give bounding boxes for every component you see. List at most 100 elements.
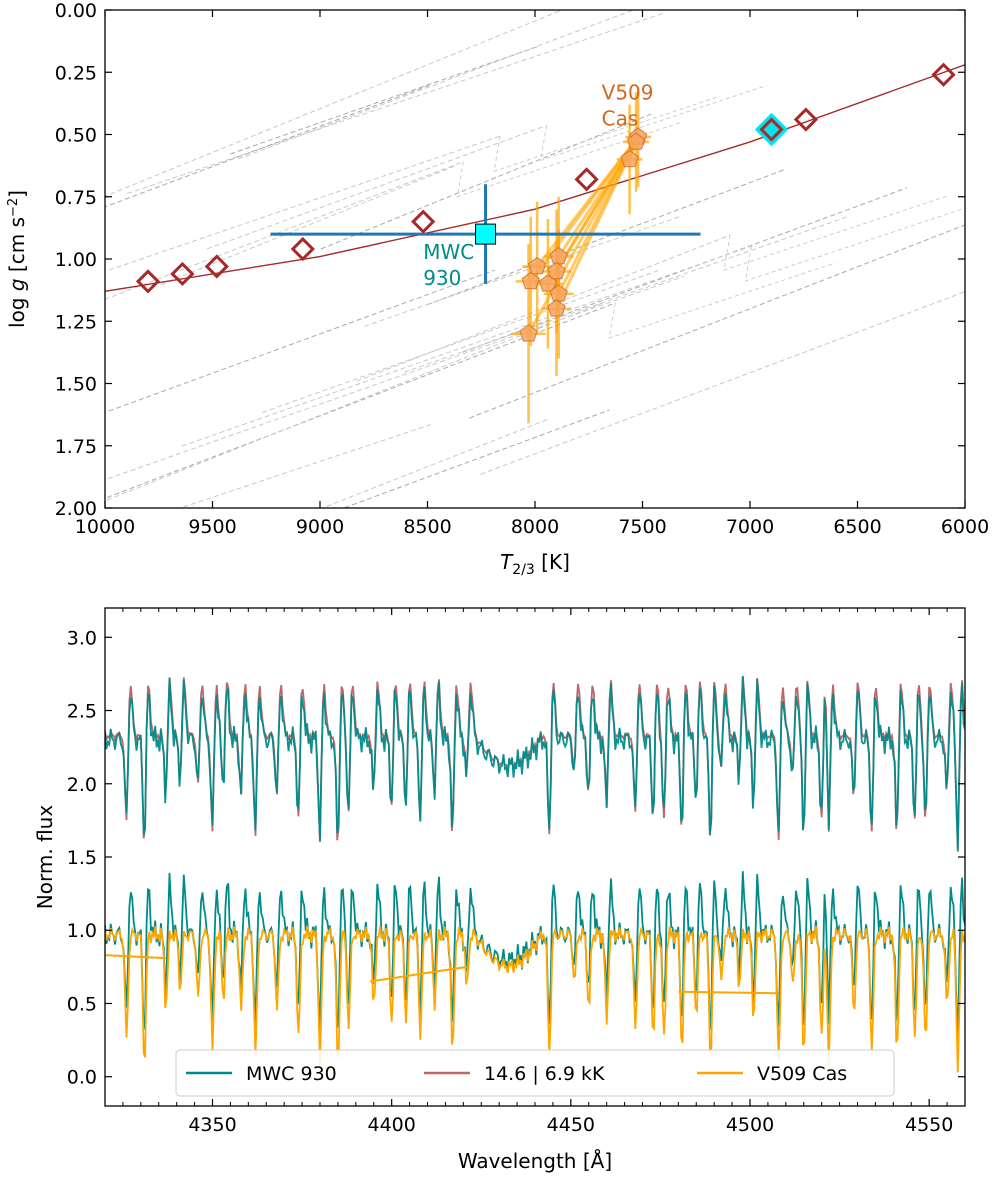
evolution-track: [206, 125, 547, 250]
evolution-track-loop: [456, 121, 684, 198]
top-x-tick-label: 9000: [296, 516, 344, 538]
top-y-ticks: 0.00 0.25 0.50 0.75 1.00 1.25 1.50 1.75 2.00: [55, 0, 965, 520]
top-x-tick-label: 8500: [403, 516, 451, 538]
model-sequence-line: [105, 64, 965, 293]
bottom-y-axis-label: Norm. flux: [33, 805, 57, 910]
bottom-y-tick-label: 3.0: [67, 627, 97, 649]
evolution-track: [105, 10, 564, 197]
annotation-label: V509: [602, 81, 654, 105]
evolution-track: [404, 215, 849, 373]
evolution-track-loop: [744, 207, 965, 282]
evolution-track: [320, 112, 653, 250]
top-x-tick-label: 6000: [941, 516, 989, 538]
mwc930-spectrum-upper-line: [105, 676, 965, 852]
legend: MWC 930 14.6 | 6.9 kK V509 Cas: [175, 1049, 895, 1097]
legend-label: 14.6 | 6.9 kK: [484, 1063, 605, 1085]
top-x-tick-label: 6500: [833, 516, 881, 538]
top-x-tick-label: 8000: [511, 516, 559, 538]
model-diamond-marker: [793, 107, 819, 132]
evolution-tracks: [105, 10, 965, 508]
evolution-track: [127, 12, 664, 195]
top-y-tick-label: 2.00: [55, 498, 97, 520]
model-diamond-marker: [170, 261, 195, 287]
top-y-tick-label: 1.25: [55, 311, 97, 333]
legend-box: [175, 1049, 895, 1097]
v509-pentagon-point: [519, 323, 538, 342]
top-y-tick-label: 1.00: [55, 249, 97, 271]
legend-label: V509 Cas: [757, 1063, 847, 1085]
evolution-track: [181, 245, 752, 447]
top-y-tick-label: 0.50: [55, 125, 97, 147]
model-spectrum-line: [105, 675, 965, 849]
bottom-x-axis-label: Wavelength [Å]: [458, 1149, 612, 1173]
bottom-y-tick-label: 2.5: [67, 701, 97, 723]
evolution-track: [105, 269, 495, 413]
bottom-y-tick-label: 1.5: [67, 847, 97, 869]
top-x-ticks: 10000 9500 9000 8500 8000 7500 7000 6500 6000: [75, 10, 989, 538]
v509-gap-segment: [370, 965, 468, 983]
mwc930-spectrum-lower-line: [105, 871, 965, 1047]
top-x-axis-label: T2/3 [K]: [500, 550, 570, 578]
evolution-track: [105, 301, 605, 502]
evolution-track: [238, 10, 635, 160]
spectra-lines: [105, 675, 965, 1073]
top-y-tick-label: 0.00: [55, 0, 97, 22]
annotation-label: 930: [423, 266, 461, 290]
bottom-x-tick-label: 4350: [188, 1114, 236, 1136]
evolution-track: [160, 165, 455, 286]
top-y-tick-label: 0.75: [55, 187, 97, 209]
bottom-y-ticks: 0.0 0.5 1.0 1.5 2.0 2.5 3.0: [67, 627, 965, 1089]
evolution-track: [105, 302, 616, 499]
v509-pentagon-point: [521, 271, 540, 290]
bottom-x-ticks: 4350 4400 4450 4500 4550: [122, 608, 966, 1136]
v509-pentagon-point: [626, 132, 646, 150]
bottom-y-tick-label: 2.0: [67, 774, 97, 796]
v509-pentagon-point: [620, 149, 639, 168]
top-data-layer: [105, 62, 965, 424]
bottom-plot-frame: [104, 607, 966, 1107]
evolution-track: [364, 215, 682, 327]
top-y-tick-label: 0.25: [55, 62, 97, 84]
v509-pentagon-point: [547, 261, 566, 280]
bottom-y-tick-label: 0.0: [67, 1067, 97, 1089]
v509-pentagon-point: [547, 299, 566, 317]
model-diamond-marker: [574, 167, 599, 192]
mwc930-square-marker: [475, 223, 497, 245]
evolution-track: [342, 409, 610, 508]
v509-spectrum-line: [105, 925, 965, 1073]
bottom-y-tick-label: 1.0: [67, 920, 97, 942]
bottom-x-tick-label: 4500: [726, 1114, 774, 1136]
bottom-x-tick-label: 4550: [905, 1114, 953, 1136]
evolution-track-loop: [723, 194, 951, 271]
bottom-x-tick-label: 4400: [367, 1114, 415, 1136]
v509-pentagon-point: [527, 256, 547, 275]
top-y-tick-label: 1.75: [55, 436, 97, 458]
top-x-tick-label: 7000: [726, 516, 774, 538]
bottom-x-tick-label: 4450: [547, 1114, 595, 1136]
bottom-y-tick-label: 0.5: [67, 993, 97, 1015]
spectrum-panel: 4350 4400 4450 4500 4550 0.0 0.5 1.0 1.5 2.0 2.5 3…: [33, 607, 966, 1173]
highlight-diamond-marker: [754, 112, 789, 147]
top-y-axis-label: log g [cm s−2]: [5, 190, 29, 328]
top-x-tick-label: 10000: [75, 516, 135, 538]
model-diamond-marker: [290, 236, 315, 262]
evolution-track: [462, 187, 907, 353]
model-diamond-marker: [931, 62, 956, 87]
evolution-track: [178, 424, 431, 508]
evolution-track-loop: [539, 85, 767, 162]
top-y-tick-label: 1.50: [55, 374, 97, 396]
evolution-track: [230, 45, 539, 155]
top-x-tick-label: 7500: [618, 516, 666, 538]
legend-label: MWC 930: [246, 1063, 337, 1085]
annotation-label: Cas: [602, 107, 639, 131]
evolution-track: [105, 135, 501, 272]
model-diamond-marker: [411, 209, 436, 234]
hr-diagram-panel: 10000 9500 9000 8500 8000 7500 7000 6500 6000 0.…: [5, 0, 989, 578]
model-diamond-marker: [135, 269, 161, 294]
evolution-track: [321, 419, 548, 508]
evolution-track-loop: [493, 95, 721, 172]
top-x-tick-label: 9500: [188, 516, 236, 538]
evolution-track: [105, 275, 685, 481]
